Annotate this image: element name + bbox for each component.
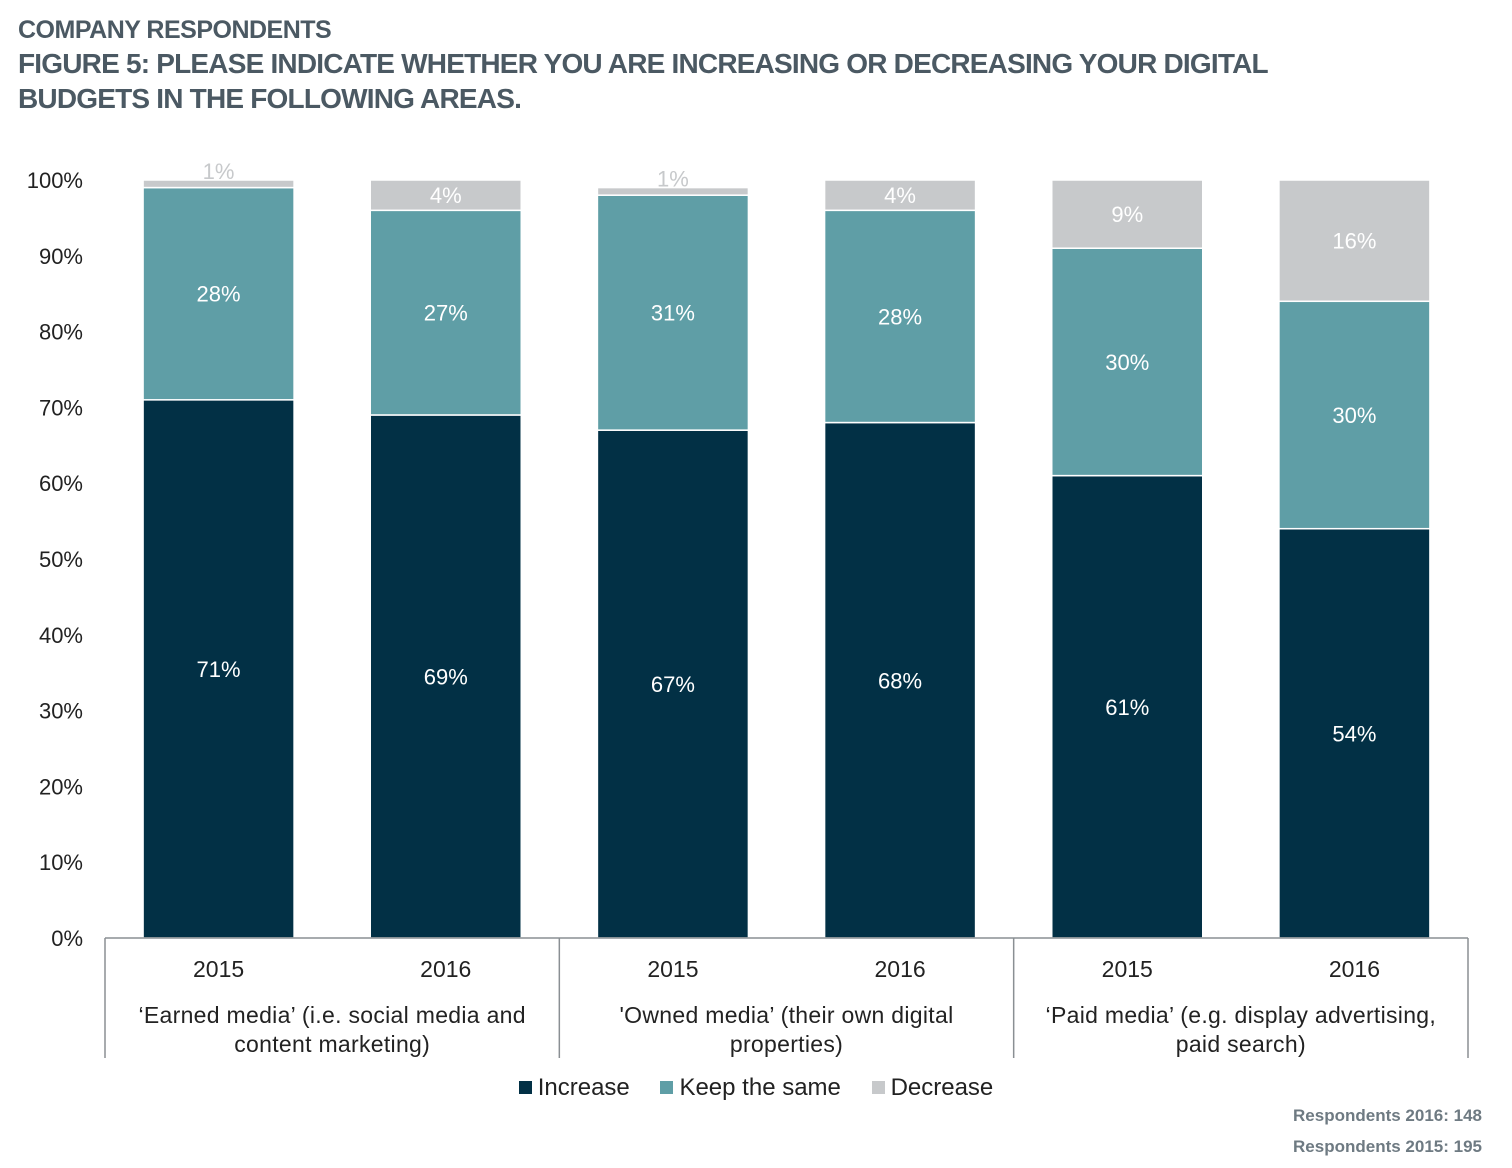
legend-label-keep-the-same: Keep the same	[679, 1074, 841, 1101]
group-label: ‘Earned media’ (i.e. social media and	[138, 1002, 525, 1028]
legend-label-increase: Increase	[537, 1074, 630, 1101]
bar-value-label: 4%	[884, 183, 916, 208]
y-tick-label: 0%	[51, 926, 83, 951]
y-tick-label: 20%	[39, 774, 83, 799]
bar-segment	[823, 179, 977, 212]
chart-title-line-2: BUDGETS IN THE FOLLOWING AREAS.	[18, 83, 522, 114]
bar-segment	[1278, 179, 1431, 303]
bar-value-label: 1%	[657, 167, 689, 192]
bar-segment	[596, 429, 750, 939]
bar-value-label: 27%	[424, 301, 468, 326]
x-tick-label: 2015	[1102, 956, 1153, 982]
y-tick-label: 100%	[27, 168, 83, 193]
x-tick-label: 2016	[874, 956, 925, 982]
bar-value-label: 67%	[651, 672, 695, 697]
group-label: paid search)	[1176, 1031, 1306, 1057]
bar-value-label: 71%	[197, 657, 241, 682]
group-label: ‘Paid media’ (e.g. display advertising,	[1046, 1002, 1437, 1028]
y-tick-label: 50%	[39, 547, 83, 572]
bar-segment	[369, 209, 522, 416]
bar-segment	[142, 179, 295, 189]
chart-kicker: COMPANY RESPONDENTS	[18, 16, 332, 44]
bar-segment	[596, 186, 750, 196]
legend-swatch-decrease	[871, 1081, 885, 1094]
bar-value-label: 68%	[878, 668, 922, 693]
bar-value-label: 30%	[1332, 403, 1376, 428]
bar-value-label: 61%	[1105, 695, 1149, 720]
legend-item-decrease: Decrease	[871, 1074, 994, 1102]
bar-value-label: 28%	[878, 304, 922, 329]
legend-item-increase: Increase	[518, 1074, 630, 1102]
bar-value-label: 69%	[424, 664, 468, 689]
group-label: 'Owned media’ (their own digital	[619, 1002, 953, 1028]
bar-segment	[1278, 527, 1431, 939]
bar-value-label: 31%	[651, 301, 695, 326]
bar-value-label: 9%	[1111, 202, 1143, 227]
bar-segment	[369, 414, 522, 939]
bar-value-label: 16%	[1332, 229, 1376, 254]
bar-value-label: 4%	[430, 183, 462, 208]
bar-value-label: 28%	[197, 282, 241, 307]
legend-item-keep-the-same: Keep the same	[660, 1074, 841, 1102]
bar-segment	[823, 209, 977, 424]
bar-segment	[369, 179, 522, 212]
bar-segment	[596, 194, 750, 431]
bar-segment	[1051, 474, 1204, 939]
respondents-2015: Respondents 2015: 195	[1293, 1137, 1482, 1156]
y-tick-label: 10%	[39, 850, 83, 875]
chart-legend: Increase Keep the same Decrease	[0, 1074, 1512, 1102]
bar-value-label: 1%	[203, 159, 235, 184]
x-tick-label: 2016	[1329, 956, 1380, 982]
x-tick-label: 2016	[420, 956, 471, 982]
legend-swatch-increase	[518, 1081, 532, 1094]
group-label: content marketing)	[234, 1031, 430, 1057]
respondents-2016: Respondents 2016: 148	[1293, 1106, 1482, 1125]
y-tick-label: 40%	[39, 623, 83, 648]
y-tick-label: 70%	[39, 395, 83, 420]
bar-segment	[1051, 179, 1204, 249]
group-label: properties)	[730, 1031, 843, 1057]
bar-segment	[1051, 247, 1204, 477]
bar-value-label: 54%	[1332, 721, 1376, 746]
chart-header: COMPANY RESPONDENTS FIGURE 5: PLEASE IND…	[18, 14, 1488, 116]
y-tick-label: 30%	[39, 699, 83, 724]
y-tick-label: 80%	[39, 320, 83, 345]
bar-segment	[142, 186, 295, 401]
legend-swatch-keep-the-same	[660, 1081, 674, 1094]
legend-label-decrease: Decrease	[890, 1074, 994, 1101]
y-tick-label: 60%	[39, 471, 83, 496]
bar-value-label: 30%	[1105, 350, 1149, 375]
chart-title-line-1: FIGURE 5: PLEASE INDICATE WHETHER YOU AR…	[18, 48, 1269, 79]
y-tick-label: 90%	[39, 244, 83, 269]
bar-segment	[142, 399, 295, 939]
chart-footer: Respondents 2016: 148 Respondents 2015: …	[1293, 1100, 1482, 1162]
x-tick-label: 2015	[647, 956, 698, 982]
x-tick-label: 2015	[193, 956, 244, 982]
